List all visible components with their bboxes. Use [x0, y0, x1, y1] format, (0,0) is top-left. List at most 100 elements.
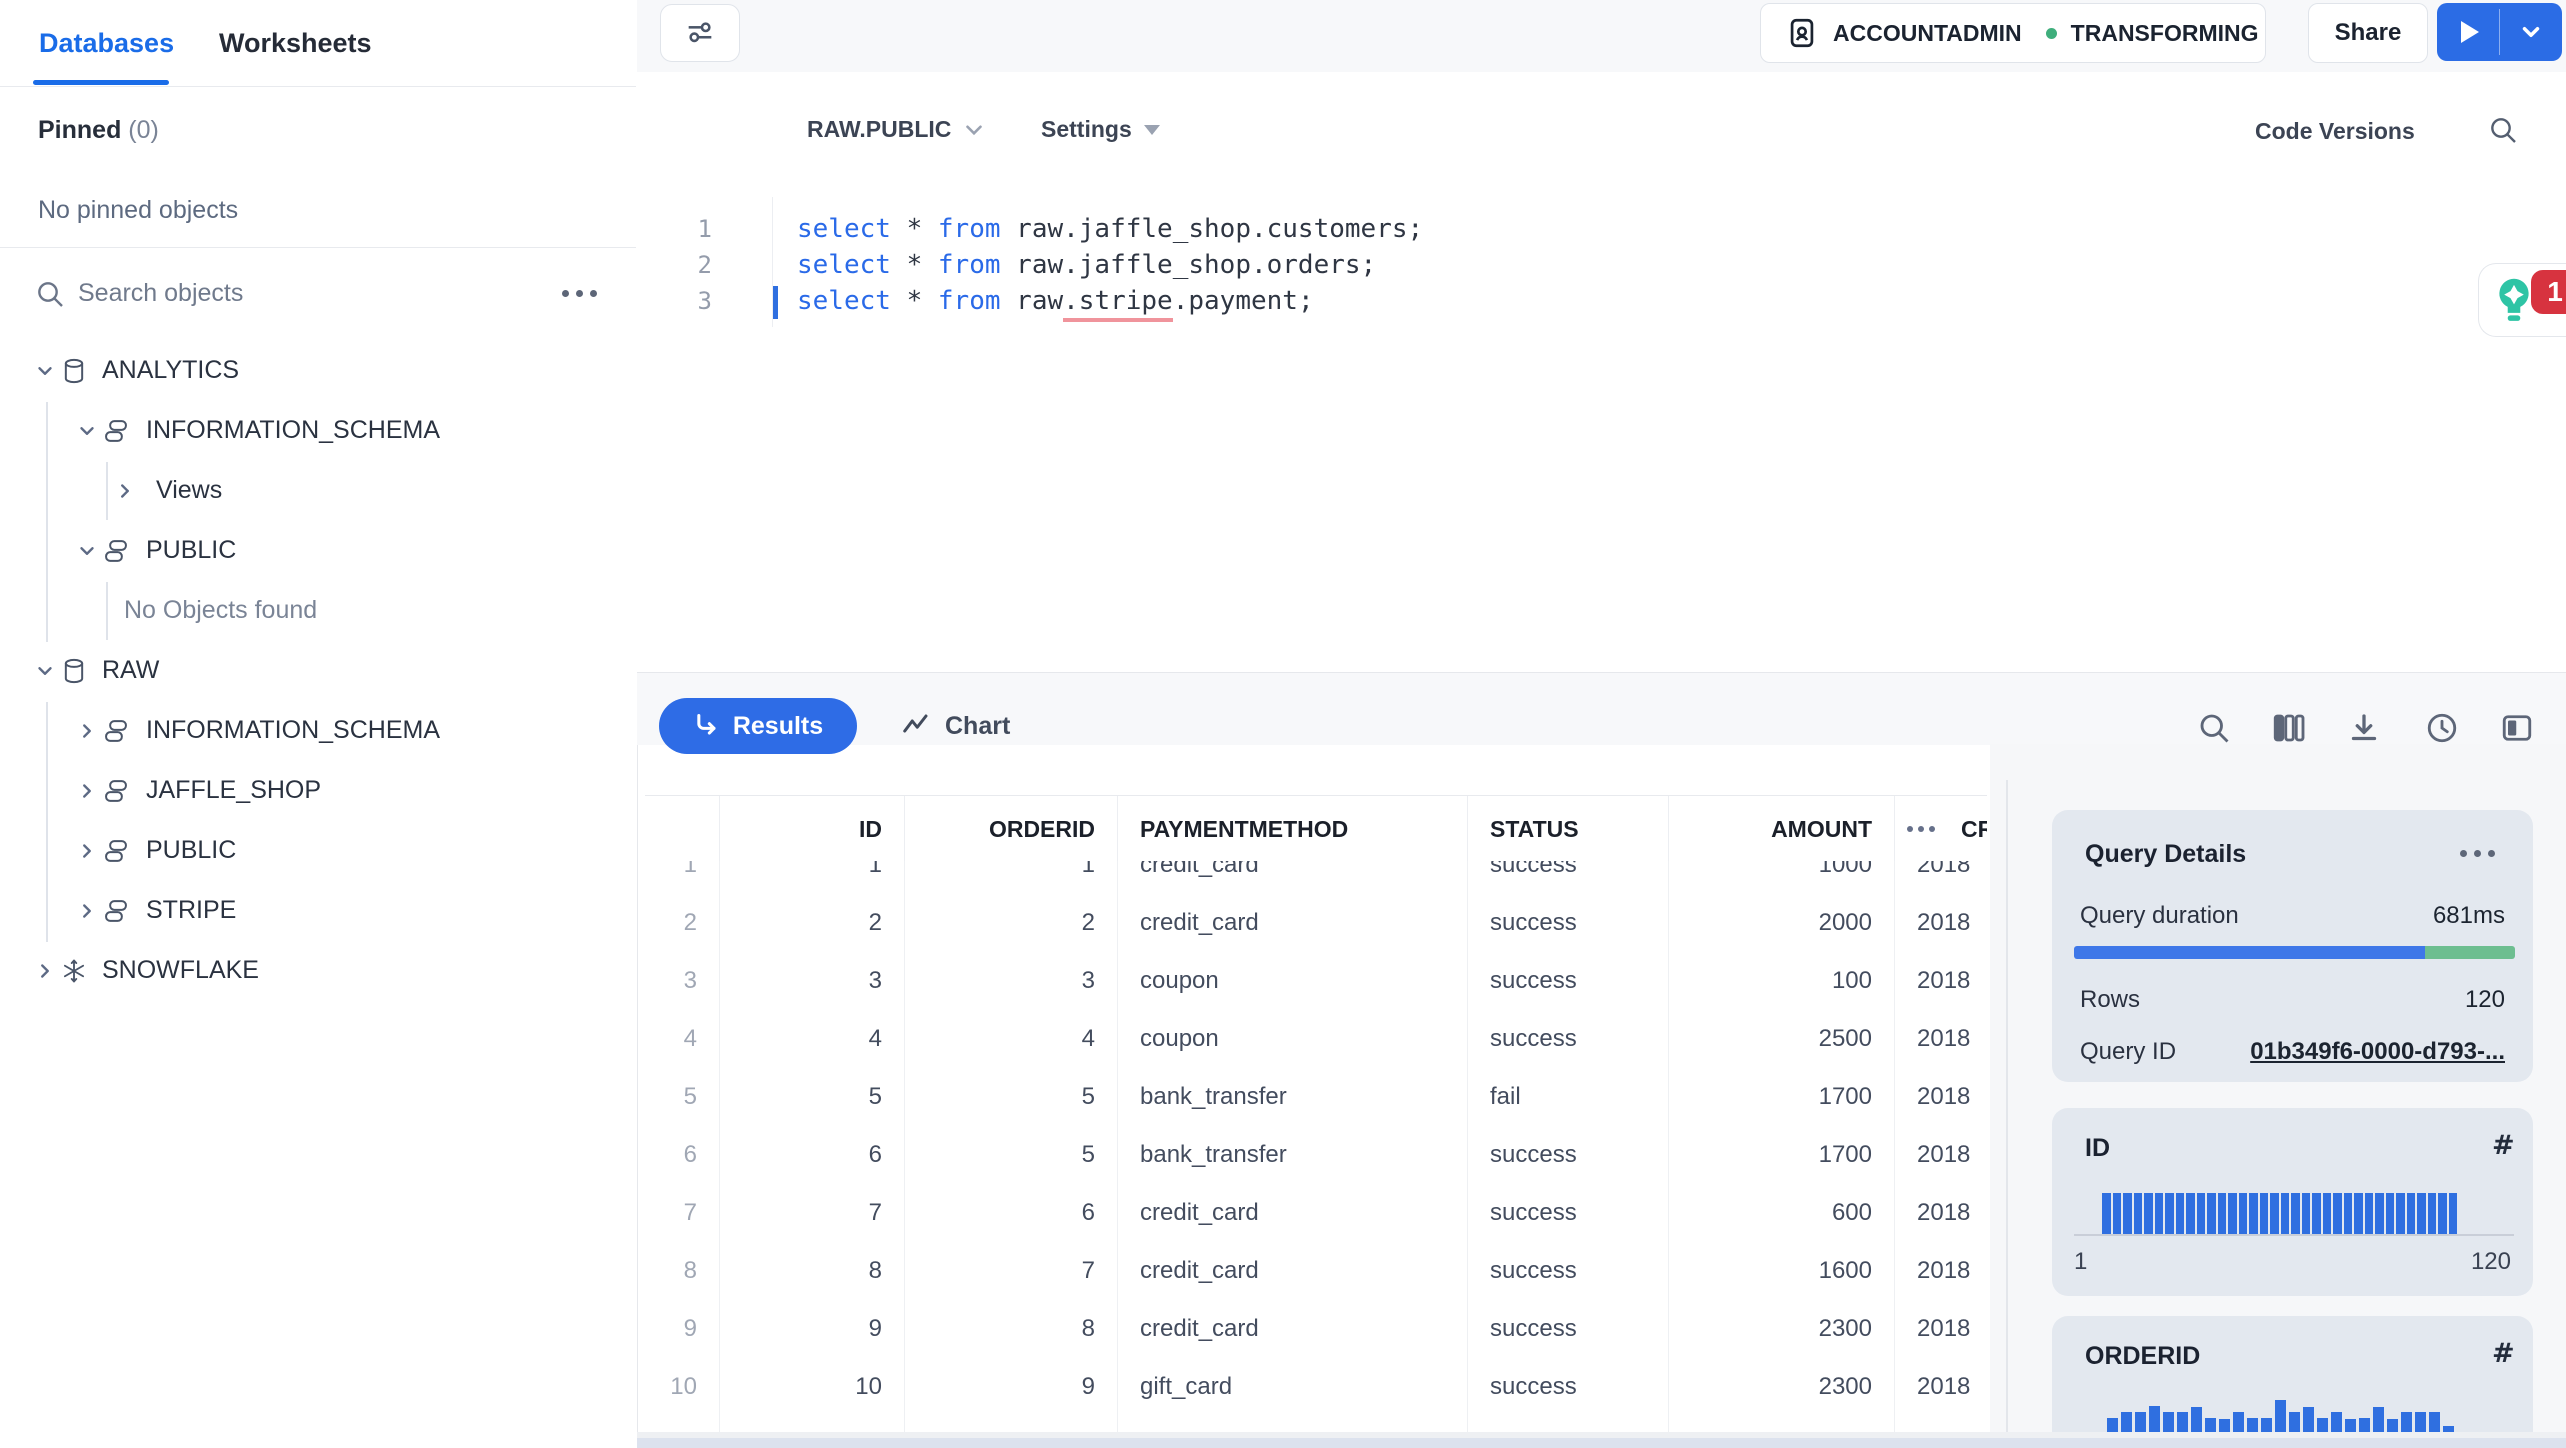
- split-panel-icon[interactable]: [2499, 710, 2535, 746]
- table-row-partial[interactable]: [645, 1416, 1987, 1432]
- table-cell[interactable]: 6: [720, 1126, 905, 1184]
- table-cell[interactable]: 2300: [1669, 1358, 1895, 1416]
- worksheet-filters-button[interactable]: [660, 4, 740, 62]
- query-id-link[interactable]: 01b349f6-0000-d793-...: [2250, 1038, 2505, 1065]
- tree-node-jaffle-shop[interactable]: JAFFLE_SHOP: [0, 761, 636, 821]
- tree-node-public[interactable]: PUBLIC: [0, 821, 636, 881]
- tab-worksheets[interactable]: Worksheets: [219, 27, 372, 58]
- table-cell[interactable]: 1: [905, 861, 1118, 894]
- table-cell[interactable]: 7: [645, 1184, 720, 1242]
- table-cell[interactable]: 9: [905, 1358, 1118, 1416]
- table-cell[interactable]: 2018: [1895, 1242, 1987, 1300]
- table-cell[interactable]: 2018: [1895, 1126, 1987, 1184]
- table-cell[interactable]: 1: [645, 861, 720, 894]
- tree-node-snowflake[interactable]: SNOWFLAKE: [0, 941, 636, 1001]
- table-row[interactable]: 2 2 2 credit_card success 2000 2018: [645, 894, 1987, 953]
- table-cell[interactable]: 600: [1669, 1184, 1895, 1242]
- code-line-1[interactable]: select * from raw.jaffle_shop.customers;: [797, 211, 1423, 247]
- table-cell[interactable]: 9: [645, 1300, 720, 1358]
- table-cell[interactable]: 2: [905, 894, 1118, 952]
- tree-node-stripe[interactable]: STRIPE: [0, 881, 636, 941]
- table-cell[interactable]: 10: [645, 1358, 720, 1416]
- table-vertical-scrollbar[interactable]: [2006, 780, 2008, 1432]
- table-row[interactable]: 10 10 9 gift_card success 2300 2018: [645, 1358, 1987, 1417]
- table-cell[interactable]: credit_card: [1118, 1300, 1468, 1358]
- table-cell[interactable]: 7: [905, 1242, 1118, 1300]
- table-cell[interactable]: 2: [645, 894, 720, 952]
- column-header-id[interactable]: ID: [720, 796, 905, 862]
- table-cell[interactable]: 2018: [1895, 1184, 1987, 1242]
- table-cell[interactable]: success: [1468, 1300, 1669, 1358]
- table-cell[interactable]: 5: [905, 1126, 1118, 1184]
- table-cell[interactable]: 5: [720, 1068, 905, 1126]
- chevron-right-icon[interactable]: [76, 780, 98, 802]
- table-cell[interactable]: 6: [905, 1184, 1118, 1242]
- chevron-right-icon[interactable]: [76, 720, 98, 742]
- search-input[interactable]: Search objects: [78, 279, 244, 307]
- tab-databases[interactable]: Databases: [39, 27, 175, 58]
- table-cell[interactable]: 3: [645, 952, 720, 1010]
- table-cell[interactable]: 5: [645, 1068, 720, 1126]
- chevron-right-icon[interactable]: [34, 960, 56, 982]
- table-cell[interactable]: 2018: [1895, 1300, 1987, 1358]
- chevron-right-icon[interactable]: [76, 900, 98, 922]
- tree-node-views[interactable]: Views: [0, 461, 636, 521]
- tree-node-public[interactable]: PUBLIC: [0, 521, 636, 581]
- table-row[interactable]: 4 4 4 coupon success 2500 2018: [645, 1010, 1987, 1069]
- table-cell[interactable]: 3: [905, 952, 1118, 1010]
- chevron-down-icon[interactable]: [76, 420, 98, 442]
- code-line-3[interactable]: select * from raw.stripe.payment;: [797, 283, 1314, 322]
- table-cell[interactable]: 4: [645, 1010, 720, 1068]
- table-row[interactable]: 9 9 8 credit_card success 2300 2018: [645, 1300, 1987, 1359]
- tree-node-information-schema[interactable]: INFORMATION_SCHEMA: [0, 401, 636, 461]
- code-line-2[interactable]: select * from raw.jaffle_shop.orders;: [797, 247, 1376, 283]
- table-row[interactable]: 5 5 5 bank_transfer fail 1700 2018: [645, 1068, 1987, 1127]
- sidebar-more-icon[interactable]: [562, 290, 597, 297]
- run-options-button[interactable]: [2500, 3, 2562, 61]
- table-cell[interactable]: success: [1468, 1242, 1669, 1300]
- table-cell[interactable]: credit_card: [1118, 1242, 1468, 1300]
- chevron-right-icon[interactable]: [114, 480, 136, 502]
- table-cell[interactable]: 2500: [1669, 1010, 1895, 1068]
- table-cell[interactable]: fail: [1468, 1068, 1669, 1126]
- table-cell[interactable]: 100: [1669, 952, 1895, 1010]
- table-cell[interactable]: 2: [720, 894, 905, 952]
- table-cell[interactable]: 2018: [1895, 952, 1987, 1010]
- column-header-orderid[interactable]: ORDERID: [905, 796, 1118, 862]
- share-button[interactable]: Share: [2308, 3, 2428, 63]
- table-cell[interactable]: 1600: [1669, 1242, 1895, 1300]
- table-row[interactable]: 7 7 6 credit_card success 600 2018: [645, 1184, 1987, 1243]
- table-cell[interactable]: 3: [720, 952, 905, 1010]
- column-header-created[interactable]: CREATED: [1895, 796, 1987, 862]
- table-cell[interactable]: 5: [905, 1068, 1118, 1126]
- table-cell[interactable]: 8: [720, 1242, 905, 1300]
- table-cell[interactable]: coupon: [1118, 1010, 1468, 1068]
- table-cell[interactable]: success: [1468, 1126, 1669, 1184]
- query-details-menu-icon[interactable]: [2460, 850, 2495, 857]
- history-icon[interactable]: [2424, 710, 2460, 746]
- chevron-down-icon[interactable]: [34, 360, 56, 382]
- horizontal-scrollbar[interactable]: [637, 1438, 2566, 1448]
- editor-context-dropdown[interactable]: RAW.PUBLIC: [807, 116, 987, 143]
- columns-icon[interactable]: [2270, 710, 2306, 746]
- column-header-rownum[interactable]: [645, 796, 720, 862]
- copilot-suggestions-pill[interactable]: 1: [2478, 263, 2566, 337]
- table-cell[interactable]: 1700: [1669, 1068, 1895, 1126]
- table-cell[interactable]: bank_transfer: [1118, 1068, 1468, 1126]
- numeric-column-icon[interactable]: #: [2492, 1338, 2515, 1369]
- table-cell[interactable]: success: [1468, 1010, 1669, 1068]
- table-cell[interactable]: 10: [720, 1358, 905, 1416]
- table-cell[interactable]: bank_transfer: [1118, 1126, 1468, 1184]
- column-overflow-icon[interactable]: [1907, 826, 1935, 832]
- table-cell[interactable]: success: [1468, 1358, 1669, 1416]
- table-cell[interactable]: 1000: [1669, 861, 1895, 894]
- table-row[interactable]: 3 3 3 coupon success 100 2018: [645, 952, 1987, 1011]
- editor-settings-dropdown[interactable]: Settings: [1041, 116, 1160, 143]
- table-row[interactable]: 6 6 5 bank_transfer success 1700 2018: [645, 1126, 1987, 1185]
- chevron-down-icon[interactable]: [34, 660, 56, 682]
- table-row-clipped[interactable]: 1 1 1 credit_card success 1000 2018: [645, 861, 1987, 894]
- column-header-status[interactable]: STATUS: [1468, 796, 1669, 862]
- table-cell[interactable]: 2000: [1669, 894, 1895, 952]
- table-cell[interactable]: 1700: [1669, 1126, 1895, 1184]
- code-versions-link[interactable]: Code Versions: [2255, 118, 2415, 144]
